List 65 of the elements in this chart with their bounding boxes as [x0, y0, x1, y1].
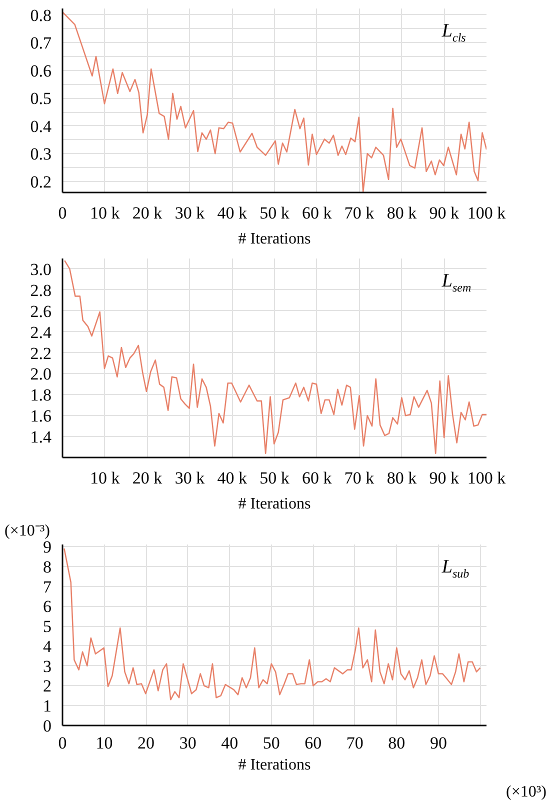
y-tick-label: 0.3 — [30, 144, 52, 164]
line-series — [62, 11, 486, 192]
x-tick-label: 80 k — [386, 204, 418, 222]
y-tick-label: 9 — [43, 537, 52, 556]
x-tick-label: 30 k — [174, 468, 206, 488]
x-tick-label: 30 — [179, 734, 196, 752]
x-tick-label: 60 — [304, 734, 322, 752]
x-tick-label: 40 k — [217, 204, 248, 222]
x-tick-label: 100 k — [467, 468, 506, 488]
x-tick-label: 50 — [262, 734, 280, 752]
x-tick-label: 80 k — [386, 468, 418, 488]
y-tick-label: 0 — [43, 716, 52, 736]
y-tick-label: 0.7 — [30, 34, 52, 53]
y-tick-label: 1.8 — [30, 386, 52, 405]
x-tick-label: 20 k — [132, 204, 163, 222]
y-tick-label: 2.2 — [30, 344, 52, 363]
x-tick-label: 100 k — [467, 204, 506, 222]
y-tick-label: 3 — [43, 656, 52, 676]
x-tick-label: 0 — [58, 204, 67, 222]
y-tick-label: 6 — [43, 597, 52, 616]
y-tick-label: 5 — [43, 617, 52, 636]
x-axis-title: # Iterations — [238, 756, 311, 774]
x-tick-label: 60 k — [302, 468, 332, 488]
text: (×10³) — [506, 784, 547, 800]
line-series — [64, 548, 481, 700]
y-tick-label: 2 — [43, 676, 52, 696]
line-series — [64, 260, 486, 454]
y-tick-label: 2.4 — [30, 322, 52, 342]
x-axis-title: # Iterations — [238, 496, 311, 512]
y-tick-label: 0.2 — [30, 172, 52, 192]
x-tick-label: 10 — [96, 734, 113, 752]
x-tick-label: 30 k — [174, 204, 206, 222]
y-tick-label: 2.0 — [30, 364, 52, 384]
y-tick-label: 8 — [43, 557, 52, 576]
x-tick-label: 10 k — [90, 468, 120, 488]
y-tick-label: 1.6 — [30, 406, 52, 426]
y-tick-label: 3.0 — [30, 260, 52, 279]
x-tick-label: 80 — [388, 734, 406, 752]
y-tick-label: 7 — [43, 577, 52, 596]
y-tick-label: 1 — [43, 696, 52, 716]
x-tick-label: 60 k — [302, 204, 332, 222]
y-tick-label: 1.4 — [30, 428, 52, 447]
x-tick-label: 20 k — [132, 468, 163, 488]
x-axis-title: # Iterations — [238, 230, 311, 248]
y-tick-label: 0.5 — [30, 89, 52, 108]
x-tick-label: 50 k — [260, 204, 290, 222]
x-tick-label: 40 — [221, 734, 238, 752]
x-tick-label: 10 k — [90, 204, 120, 222]
y-axis-title: (×10⁻³) — [4, 522, 50, 540]
y-tick-label: 0.8 — [30, 6, 52, 25]
x-tick-label: 50 k — [260, 468, 290, 488]
x-tick-label: 70 k — [344, 204, 375, 222]
x-tick-label: 70 — [346, 734, 364, 752]
x-tick-label: 40 k — [217, 468, 248, 488]
y-tick-label: 2.6 — [30, 302, 52, 321]
x-tick-label: 90 — [430, 734, 447, 752]
x-tick-label: 0 — [58, 734, 67, 752]
y-tick-label: 0.4 — [30, 116, 52, 136]
x-tick-label: 90 k — [429, 468, 460, 488]
y-tick-label: 2.8 — [30, 280, 52, 300]
y-tick-label: 4 — [43, 636, 52, 656]
x-tick-label: 70 k — [344, 468, 375, 488]
y-tick-label: 0.6 — [30, 61, 52, 80]
x-tick-label: 20 — [138, 734, 155, 752]
x-tick-label: 90 k — [429, 204, 460, 222]
